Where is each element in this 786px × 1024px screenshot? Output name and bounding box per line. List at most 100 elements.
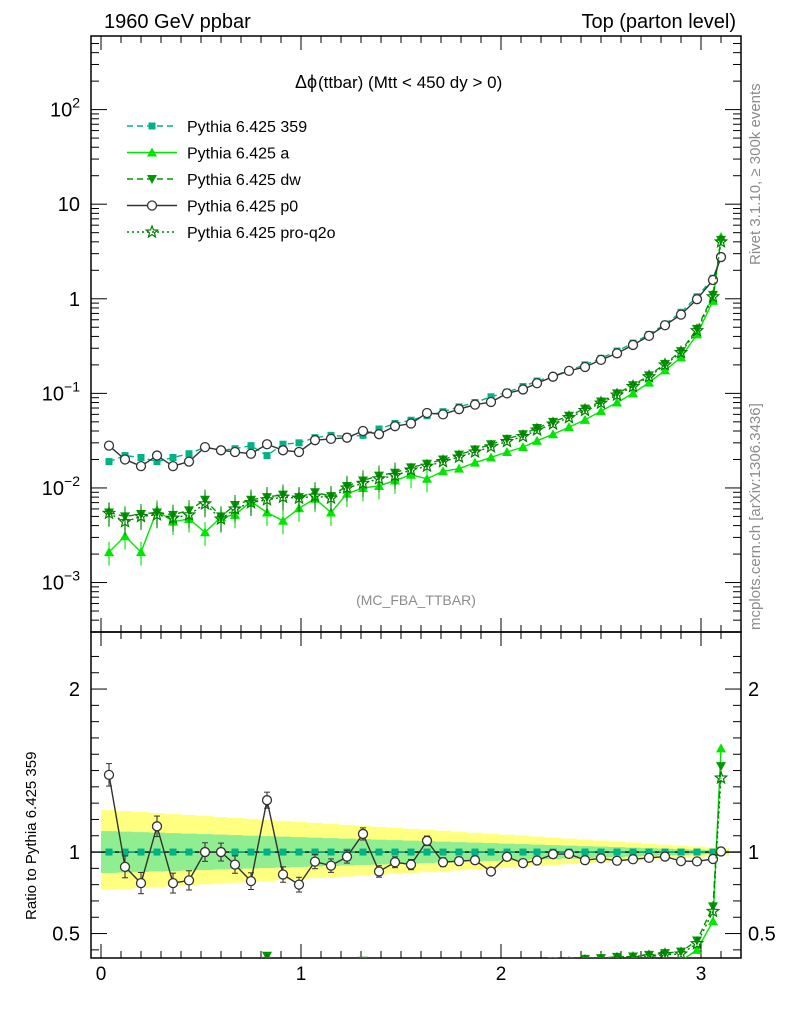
ratio-data-point: [689, 935, 705, 950]
data-point: [453, 404, 465, 415]
ratio-data-point: [406, 959, 416, 968]
data-point: [355, 475, 371, 490]
ratio-data-point: [357, 828, 369, 840]
data-point: [611, 348, 623, 359]
ratio-data-point: [374, 969, 384, 978]
ratio-data-point: [644, 950, 654, 958]
ratio-data-point: [627, 854, 639, 865]
data-point: [563, 365, 575, 377]
data-point: [545, 416, 561, 431]
ratio-data-point: [486, 973, 496, 982]
ratio-data-point: [470, 972, 480, 981]
series-line: [108, 256, 722, 467]
data-point: [169, 453, 177, 461]
ratio-data-point: [519, 848, 527, 856]
ratio-data-point: [359, 848, 367, 856]
legend-item: Pythia 6.425 a: [127, 146, 289, 163]
ratio-data-point: [677, 848, 685, 856]
ratio-data-point: [673, 946, 689, 958]
ratio-data-point: [167, 972, 178, 983]
ratio-data-point: [533, 848, 541, 856]
ratio-data-point: [391, 848, 399, 856]
data-point: [451, 449, 467, 464]
data-point: [101, 505, 117, 520]
ratio-data-point: [341, 963, 352, 974]
ratio-data-point: [277, 964, 288, 975]
ratio-data-point: [691, 856, 703, 867]
ratio-data-point: [168, 976, 178, 985]
data-point: [644, 377, 654, 387]
ratio-data-point: [471, 848, 479, 856]
ratio-data-point: [421, 961, 432, 972]
data-point: [437, 409, 449, 420]
data-point: [705, 289, 721, 303]
ratio-data-point: [713, 770, 729, 785]
data-point: [135, 461, 147, 472]
ratio-data-point: [579, 855, 591, 866]
y-tick-label: 10−1: [42, 378, 80, 405]
data-point: [371, 471, 387, 485]
ratio-data-point: [531, 855, 543, 866]
data-point: [518, 442, 528, 452]
data-point: [531, 378, 543, 389]
data-point: [389, 421, 401, 432]
legend-label: Pythia 6.425 pro-q2o: [187, 225, 336, 242]
legend-marker: [144, 224, 160, 239]
ratio-data-point: [309, 856, 321, 867]
data-point: [200, 527, 210, 537]
ratio-data-point: [438, 960, 448, 969]
x-tick-label: 3: [696, 964, 707, 985]
data-point: [561, 409, 577, 424]
data-point: [486, 452, 496, 462]
data-point: [307, 488, 323, 503]
ratio-data-point: [568, 955, 570, 958]
ratio-data-point: [216, 978, 226, 987]
data-point: [499, 433, 515, 448]
ratio-data-point: [715, 846, 727, 857]
ratio-data-point: [692, 944, 702, 954]
ratio-data-point: [421, 835, 433, 846]
data-point: [375, 425, 383, 433]
data-point: [181, 507, 197, 522]
data-point: [421, 407, 433, 419]
legend-label: Pythia 6.425 a: [187, 146, 289, 163]
ratio-data-point: [609, 951, 625, 958]
data-point: [403, 462, 419, 477]
legend-marker: [147, 175, 157, 184]
ratio-data-point: [709, 848, 717, 856]
ratio-series-clipped: [103, 743, 729, 999]
ratio-data-point: [517, 961, 528, 972]
series-1: [104, 231, 726, 566]
data-point: [341, 432, 353, 443]
legend-item: Pythia 6.425 p0: [127, 199, 298, 216]
ratio-data-point: [229, 971, 240, 982]
ratio-data-point: [548, 957, 558, 958]
ratio-frame: [90, 631, 742, 959]
ratio-data-point: [358, 965, 368, 974]
ratio-data-point: [375, 848, 383, 856]
data-point: [454, 463, 464, 473]
data-point: [487, 393, 495, 401]
data-point: [136, 547, 146, 557]
ratio-data-point: [183, 875, 195, 886]
plot-title-symbol: Δϕ: [295, 72, 317, 92]
data-point: [167, 461, 179, 472]
ratio-data-point: [454, 974, 464, 983]
ratio-data-point: [216, 978, 226, 987]
ratio-data-point: [581, 848, 589, 856]
ratio-data-point: [200, 990, 210, 999]
data-point: [532, 435, 542, 445]
ratio-data-point: [246, 967, 256, 976]
data-point: [405, 418, 417, 429]
data-point: [153, 458, 161, 466]
ratio-series-3: [103, 763, 727, 895]
data-point: [323, 490, 339, 505]
x-tick-label: 0: [96, 964, 107, 985]
ratio-data-point: [362, 956, 364, 958]
ratio-data-point: [135, 970, 146, 981]
legend-item: Pythia 6.425 359: [127, 119, 307, 136]
data-point: [326, 507, 336, 517]
ratio-data-point: [200, 966, 210, 975]
ratio-data-point: [279, 848, 287, 856]
